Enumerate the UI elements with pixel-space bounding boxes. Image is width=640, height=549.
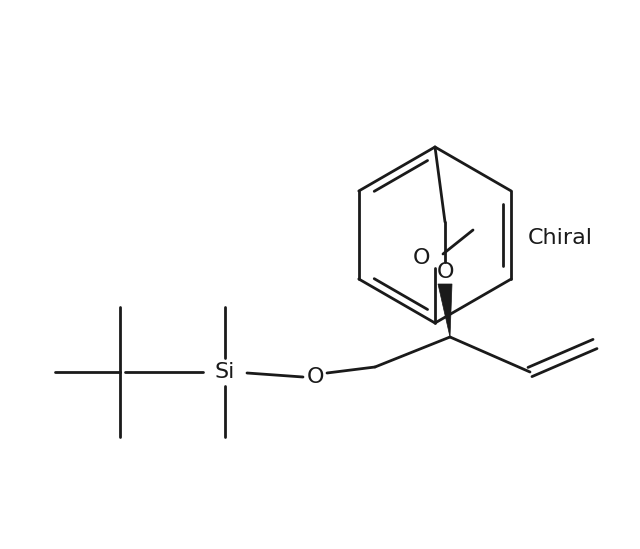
Text: Chiral: Chiral (528, 228, 593, 248)
Text: O: O (412, 248, 429, 268)
Text: O: O (436, 262, 454, 282)
Text: O: O (307, 367, 324, 387)
Polygon shape (438, 284, 452, 337)
Text: Si: Si (215, 362, 235, 382)
